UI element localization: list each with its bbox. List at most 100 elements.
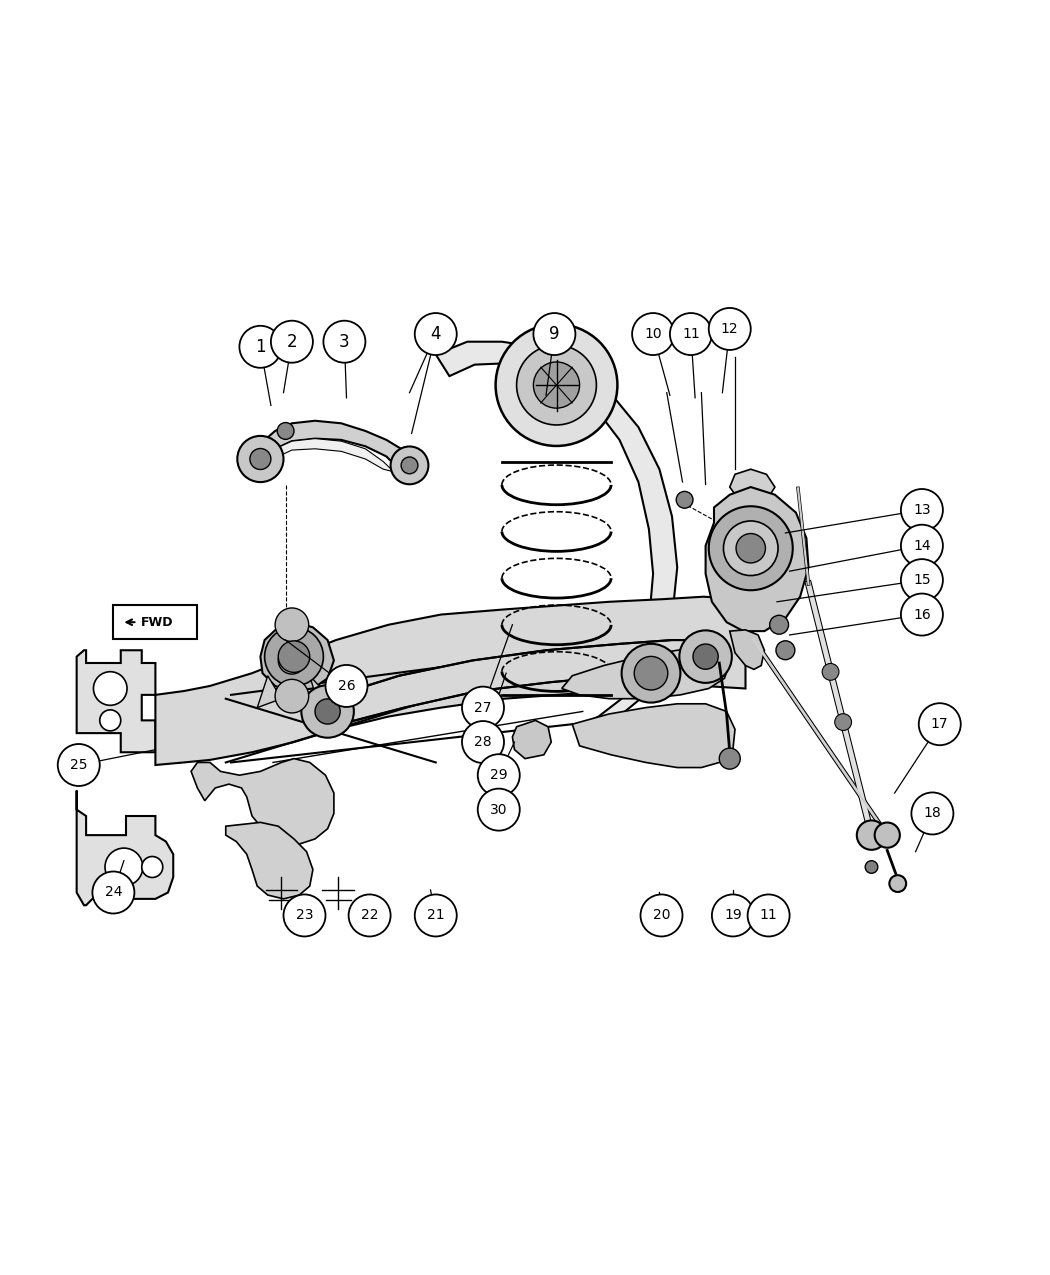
- Circle shape: [640, 895, 682, 936]
- Polygon shape: [77, 790, 173, 905]
- Circle shape: [275, 608, 309, 641]
- Circle shape: [496, 324, 617, 446]
- Circle shape: [277, 422, 294, 440]
- Circle shape: [709, 309, 751, 349]
- Text: 26: 26: [338, 680, 355, 692]
- Polygon shape: [260, 622, 334, 691]
- Circle shape: [415, 895, 457, 936]
- Circle shape: [92, 872, 134, 913]
- Text: 10: 10: [645, 328, 662, 340]
- Circle shape: [462, 722, 504, 762]
- Text: 29: 29: [490, 769, 507, 782]
- Text: 2: 2: [287, 333, 297, 351]
- Circle shape: [237, 436, 284, 482]
- Polygon shape: [706, 487, 808, 631]
- Circle shape: [835, 714, 852, 731]
- Text: 23: 23: [296, 909, 313, 922]
- Circle shape: [100, 710, 121, 731]
- Circle shape: [901, 490, 943, 530]
- Circle shape: [250, 449, 271, 469]
- Circle shape: [326, 666, 368, 706]
- Circle shape: [709, 506, 793, 590]
- Text: 9: 9: [549, 325, 560, 343]
- Polygon shape: [252, 421, 415, 474]
- Circle shape: [478, 755, 520, 796]
- FancyBboxPatch shape: [113, 606, 197, 639]
- Circle shape: [911, 793, 953, 834]
- Text: 11: 11: [682, 328, 699, 340]
- Text: 1: 1: [255, 338, 266, 356]
- Circle shape: [875, 822, 900, 848]
- Circle shape: [462, 687, 504, 728]
- Circle shape: [315, 699, 340, 724]
- Circle shape: [533, 362, 580, 408]
- Circle shape: [275, 680, 309, 713]
- Polygon shape: [436, 342, 677, 729]
- Circle shape: [736, 533, 765, 564]
- Circle shape: [693, 644, 718, 669]
- Polygon shape: [730, 630, 764, 669]
- Circle shape: [391, 446, 428, 485]
- Text: 15: 15: [914, 574, 930, 586]
- Circle shape: [719, 748, 740, 769]
- Circle shape: [670, 314, 712, 354]
- Text: 11: 11: [760, 909, 777, 922]
- Text: 17: 17: [931, 718, 948, 731]
- Polygon shape: [191, 759, 334, 844]
- Circle shape: [919, 704, 961, 745]
- Circle shape: [748, 895, 790, 936]
- Circle shape: [770, 616, 789, 634]
- Text: 13: 13: [914, 504, 930, 516]
- Polygon shape: [730, 469, 775, 500]
- Polygon shape: [326, 640, 706, 727]
- Circle shape: [822, 663, 839, 681]
- Circle shape: [301, 685, 354, 738]
- Text: 20: 20: [653, 909, 670, 922]
- Circle shape: [58, 745, 100, 785]
- Circle shape: [239, 326, 281, 367]
- Circle shape: [271, 321, 313, 362]
- Circle shape: [278, 641, 310, 672]
- Polygon shape: [562, 648, 730, 699]
- Text: 21: 21: [427, 909, 444, 922]
- Text: 4: 4: [430, 325, 441, 343]
- Circle shape: [323, 321, 365, 362]
- Circle shape: [401, 456, 418, 474]
- Polygon shape: [512, 720, 551, 759]
- Text: 27: 27: [475, 701, 491, 714]
- Circle shape: [857, 820, 886, 850]
- Polygon shape: [226, 822, 313, 899]
- Circle shape: [676, 491, 693, 509]
- Text: 16: 16: [914, 608, 930, 621]
- Circle shape: [632, 314, 674, 354]
- Polygon shape: [572, 704, 735, 768]
- Polygon shape: [257, 676, 281, 708]
- Circle shape: [679, 630, 732, 683]
- Polygon shape: [310, 676, 331, 711]
- Circle shape: [142, 857, 163, 877]
- Circle shape: [865, 861, 878, 873]
- Circle shape: [901, 560, 943, 601]
- Text: 18: 18: [924, 807, 941, 820]
- Text: 30: 30: [490, 803, 507, 816]
- Circle shape: [278, 646, 306, 674]
- Circle shape: [349, 895, 391, 936]
- Circle shape: [533, 314, 575, 354]
- Text: 19: 19: [724, 909, 741, 922]
- Circle shape: [265, 627, 323, 686]
- Circle shape: [901, 525, 943, 566]
- Circle shape: [284, 895, 326, 936]
- Polygon shape: [271, 439, 394, 472]
- Circle shape: [517, 346, 596, 425]
- Polygon shape: [155, 597, 745, 765]
- Text: 28: 28: [475, 736, 491, 748]
- Circle shape: [712, 895, 754, 936]
- Circle shape: [901, 594, 943, 635]
- Circle shape: [478, 789, 520, 830]
- Circle shape: [634, 657, 668, 690]
- Text: 3: 3: [339, 333, 350, 351]
- Polygon shape: [77, 650, 155, 752]
- Text: FWD: FWD: [141, 616, 173, 629]
- Circle shape: [723, 521, 778, 575]
- Circle shape: [622, 644, 680, 703]
